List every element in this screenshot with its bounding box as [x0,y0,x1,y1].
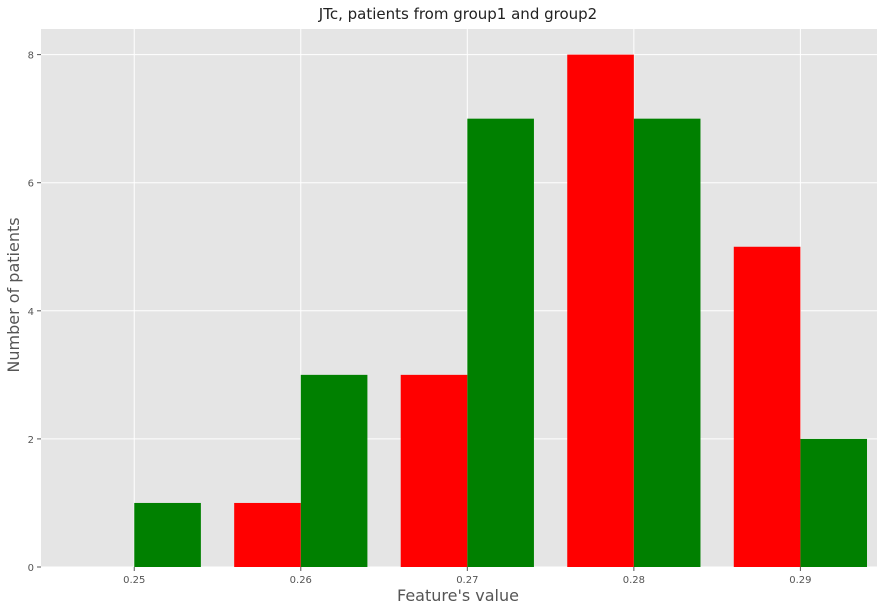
x-tick-label: 0.29 [789,575,811,586]
y-tick-labels: 0 2 4 6 8 [28,51,41,574]
bar-series-1 [733,246,801,567]
y-tick-label: 4 [28,307,34,318]
bars [134,54,868,568]
y-tick-label: 0 [28,563,34,574]
bar-series-1 [234,502,301,567]
chart-title: JTc, patients from group1 and group2 [318,5,597,23]
x-axis-label: Feature's value [397,586,519,605]
y-tick-label: 2 [28,435,34,446]
bar-series-2 [800,438,868,567]
x-tick-label: 0.28 [623,575,645,586]
bar-series-2 [467,118,534,568]
x-tick-label: 0.25 [123,575,145,586]
y-axis-label: Number of patients [4,217,23,372]
bar-series-2 [134,502,201,567]
bar-series-2 [633,118,701,568]
y-tick-label: 6 [28,179,34,190]
x-tick-labels: 0.25 0.26 0.27 0.28 0.29 [123,567,812,586]
x-tick-label: 0.26 [290,575,312,586]
x-tick-label: 0.27 [456,575,478,586]
bar-series-2 [300,374,368,567]
bar-series-1 [400,374,468,567]
bar-series-1 [567,54,634,568]
y-tick-label: 8 [28,51,34,62]
